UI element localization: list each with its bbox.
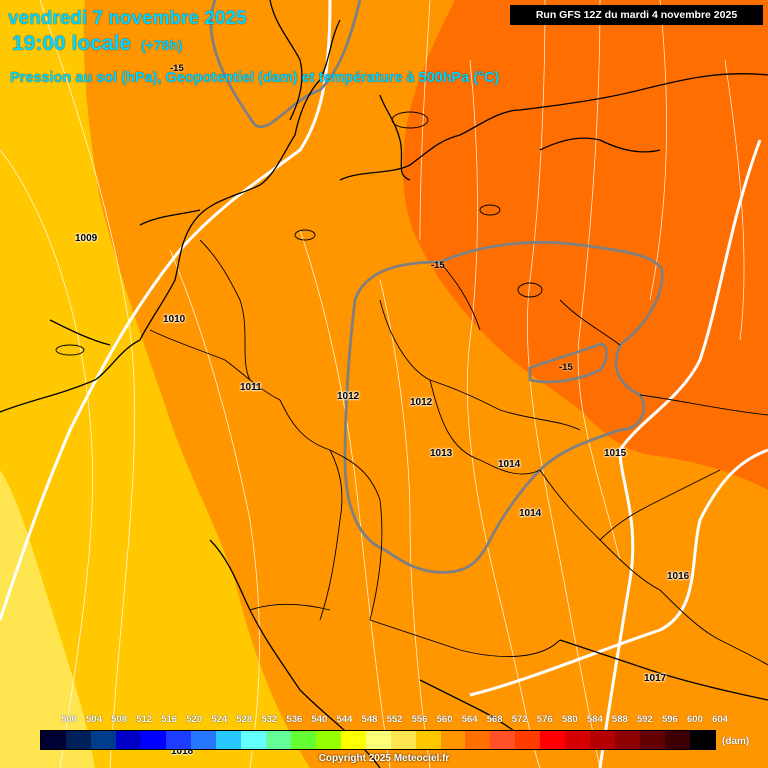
pressure-label: 1010 [163, 314, 186, 325]
colorbar-tick-label: 528 [236, 714, 253, 725]
pressure-label: 1017 [644, 673, 667, 684]
colorbar-cell [540, 731, 566, 749]
colorbar-cell [415, 731, 441, 749]
pressure-label: 1013 [430, 448, 453, 459]
colorbar-tick-label: 516 [161, 714, 178, 725]
colorbar-unit: (dam) [722, 736, 750, 747]
colorbar-tick-label: 536 [286, 714, 303, 725]
forecast-time: 19:00 locale [12, 32, 132, 55]
pressure-label: 1018 [171, 746, 194, 757]
pressure-label: 1012 [410, 397, 433, 408]
colorbar-tick-label: 576 [536, 714, 553, 725]
colorbar-cell [90, 731, 116, 749]
colorbar-tick-label: 532 [261, 714, 278, 725]
colorbar-cell [265, 731, 291, 749]
colorbar-tick-label: 500 [61, 714, 77, 725]
colorbar-cell [365, 731, 391, 749]
colorbar-cell [65, 731, 91, 749]
colorbar-tick-label: 540 [311, 714, 328, 725]
pressure-label: 1011 [240, 382, 262, 393]
colorbar-tick-label: 552 [386, 714, 403, 725]
colorbar-cell [390, 731, 416, 749]
temperature-label: -15 [559, 362, 573, 373]
colorbar-cell [140, 731, 166, 749]
isotherms [0, 0, 745, 768]
colorbar-tick-label: 604 [712, 714, 728, 725]
pressure-label: 1009 [75, 233, 98, 244]
colorbar-cell [315, 731, 341, 749]
islands [55, 111, 543, 356]
colorbar-cell [465, 731, 491, 749]
colorbar-cell [440, 731, 466, 749]
forecast-time-title: 19:00 locale (+78h) [12, 32, 183, 56]
colorbar-cell [290, 731, 316, 749]
copyright-text: Copyright 2025 Meteociel.fr [318, 753, 450, 764]
colorbar-cell [490, 731, 516, 749]
colorbar-tick-label: 572 [511, 714, 528, 725]
colorbar-tick-label: 588 [611, 714, 628, 725]
colorbar-cell [590, 731, 616, 749]
lead-time: (+78h) [140, 37, 183, 53]
colorbar-cell [115, 731, 141, 749]
colorbar-tick-label: 512 [136, 714, 153, 725]
colorbar-cell [615, 731, 641, 749]
map-subtitle: Pression au sol (hPa), Geopotentiel (dam… [10, 70, 500, 86]
colorbar-tick-label: 504 [86, 714, 102, 725]
colorbar-tick-label: 564 [461, 714, 478, 725]
forecast-date-title: vendredi 7 novembre 2025 [8, 8, 247, 29]
temperature-label: -15 [431, 260, 445, 271]
colorbar-cell [565, 731, 591, 749]
colorbar-tick-label: 600 [687, 714, 703, 725]
temperature-label: -15 [170, 63, 184, 74]
colorbar-tick-label: 580 [561, 714, 578, 725]
colorbar-cell [340, 731, 366, 749]
country-borders [149, 239, 768, 666]
colorbar-tick-label: 592 [636, 714, 653, 725]
colorbar-cell [515, 731, 541, 749]
colorbar-cell [215, 731, 241, 749]
pressure-label: 1014 [519, 508, 542, 519]
pressure-label: 1016 [667, 571, 690, 582]
colorbar-cell [240, 731, 266, 749]
colorbar-tick-label: 568 [486, 714, 503, 725]
colorbar-tick-label: 560 [436, 714, 453, 725]
colorbar-cell [690, 731, 716, 749]
colorbar-tick-label: 548 [361, 714, 378, 725]
pressure-label: 1012 [337, 391, 360, 402]
colorbar-cell [165, 731, 191, 749]
pressure-label: 1014 [498, 459, 521, 470]
colorbar-tick-label: 524 [211, 714, 228, 725]
colorbar-tick-label: 520 [186, 714, 203, 725]
colorbar-tick-label: 544 [336, 714, 353, 725]
colorbar-tick-label: 584 [586, 714, 603, 725]
colorbar-tick-label: 596 [661, 714, 678, 725]
run-info-box: Run GFS 12Z du mardi 4 novembre 2025 [510, 5, 763, 25]
colorbar [40, 730, 716, 750]
colorbar-tick-label: 508 [111, 714, 128, 725]
colorbar-tick-label: 556 [411, 714, 428, 725]
colorbar-cell [640, 731, 666, 749]
pressure-label: 1015 [604, 448, 627, 459]
colorbar-cell [41, 731, 66, 749]
colorbar-cell [665, 731, 691, 749]
colorbar-cell [190, 731, 216, 749]
